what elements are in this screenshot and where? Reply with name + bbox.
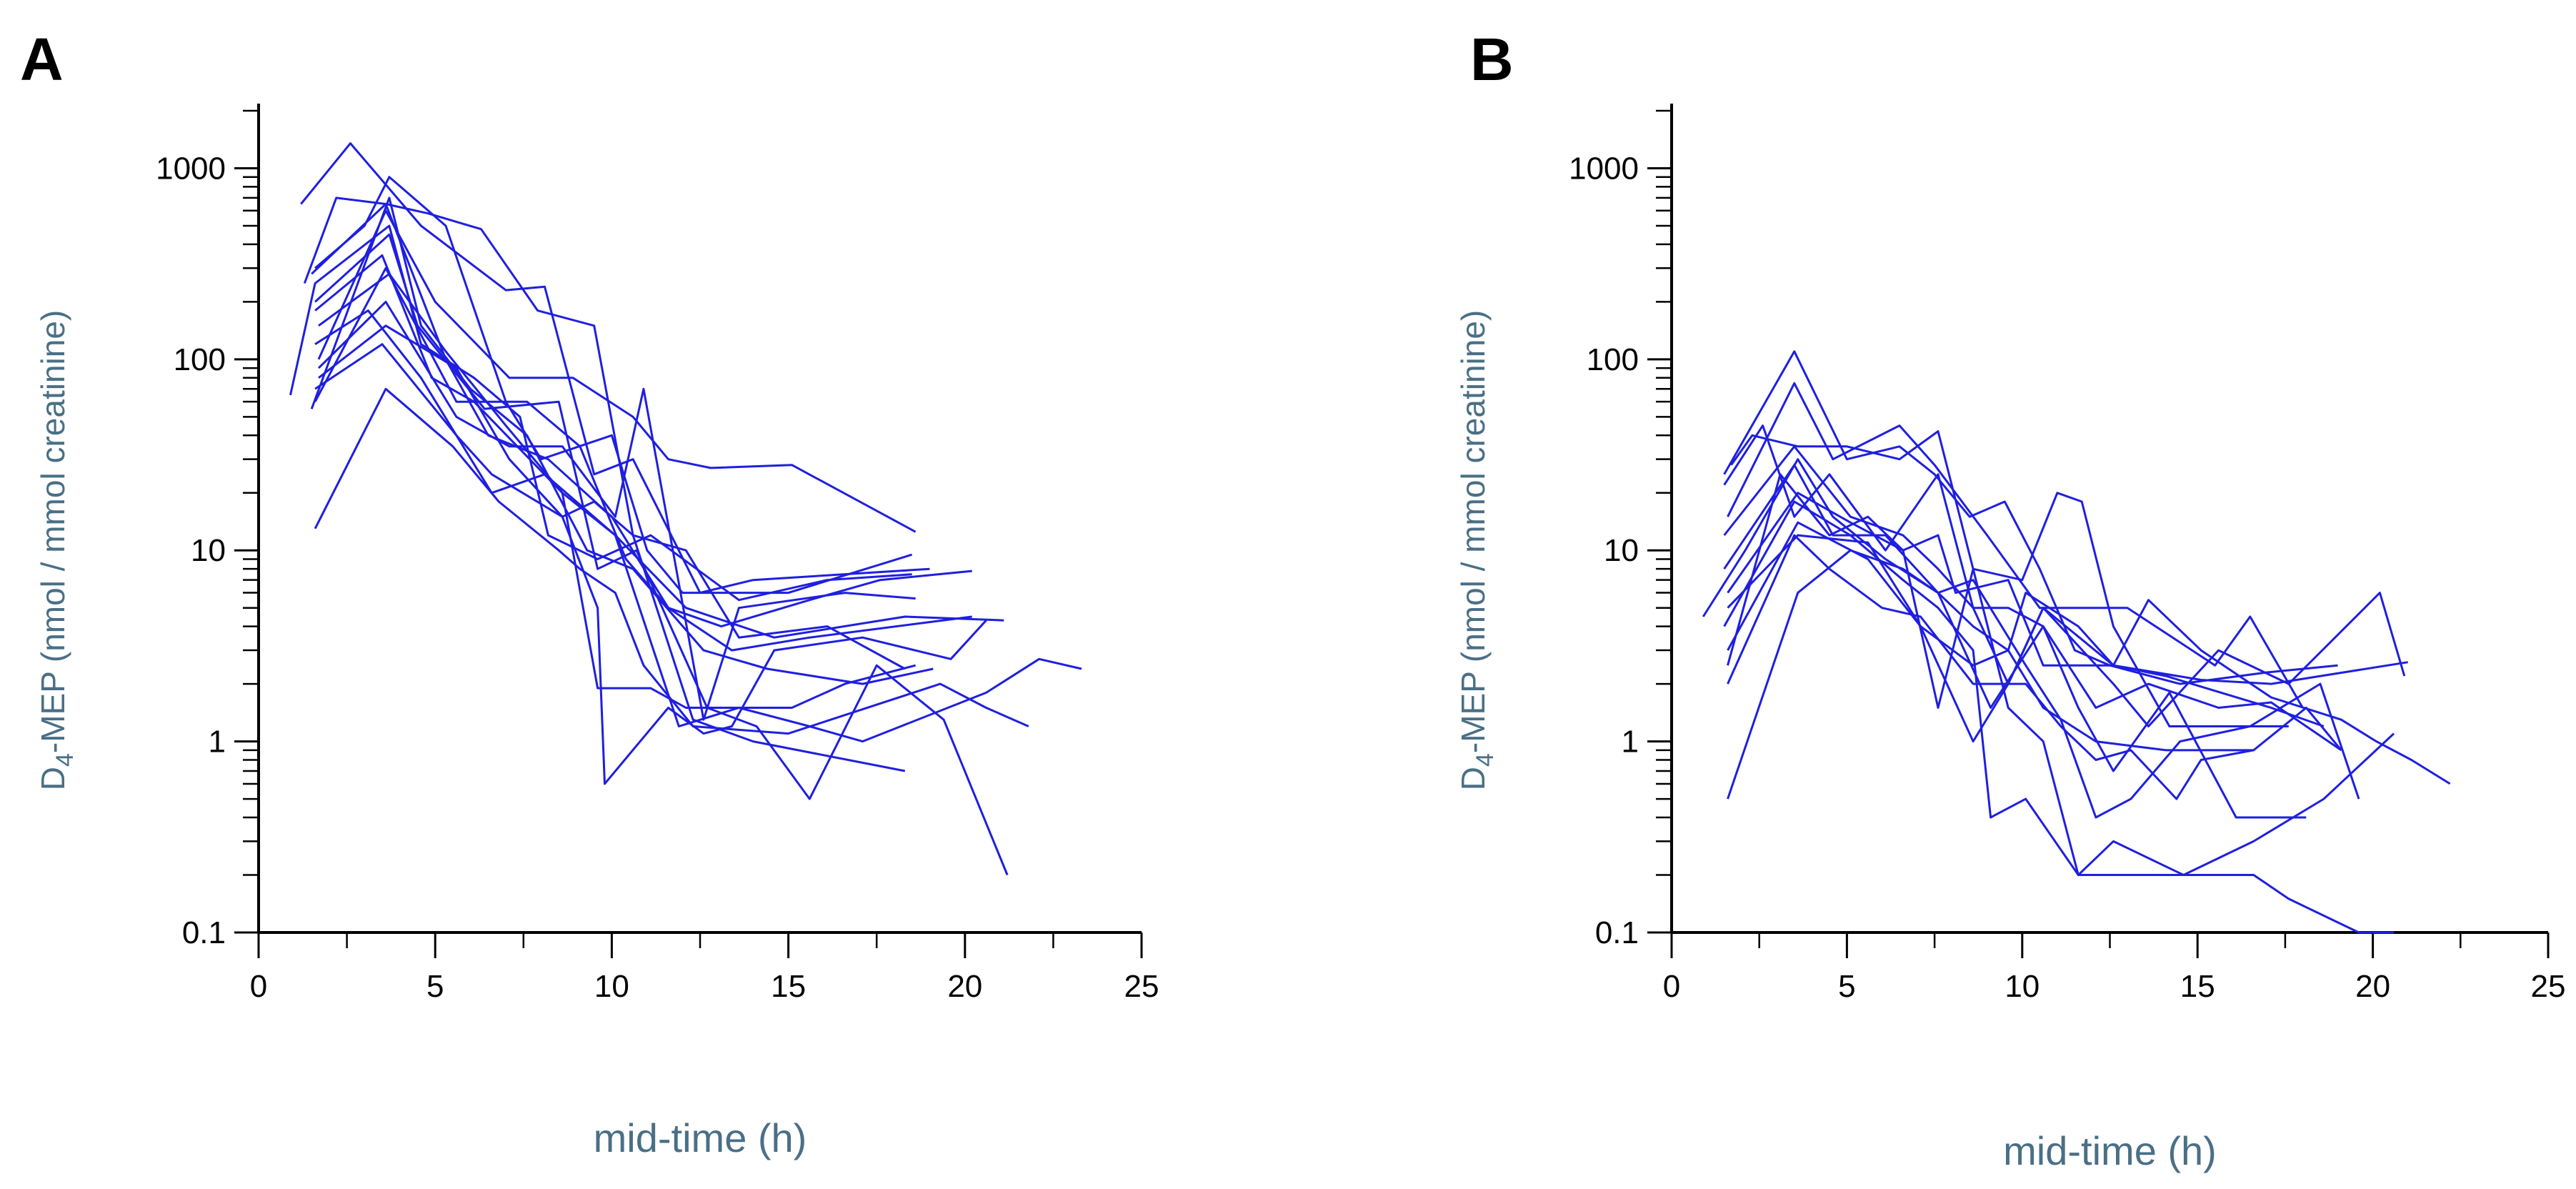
series-line-a15 [317, 209, 917, 533]
series-line-a7 [318, 272, 916, 709]
x-tick-label: 25 [1124, 969, 1159, 1004]
y-tick-label: 1 [1622, 725, 1639, 760]
series-line-a8 [314, 309, 1082, 743]
series-line-b6 [1727, 534, 2254, 800]
y-tick-label: 100 [1587, 342, 1639, 377]
series-line-b7 [1727, 549, 2307, 819]
y-axis-title-prefix: D [34, 767, 71, 790]
series-line-b11 [1723, 500, 2395, 876]
x-tick-label: 20 [947, 969, 982, 1004]
series-line-b13 [1702, 458, 2451, 785]
y-tick-label: 0.1 [1595, 915, 1639, 950]
y-axis-title-prefix: D [1454, 767, 1492, 790]
panel-b: B 0 5 10 15 20 25 0.1 1 10 100 1000 mid-time (h) D4-M… [1454, 26, 2565, 1173]
series-line-a4 [311, 203, 972, 652]
x-tick-label: 15 [771, 969, 806, 1004]
series-line-a13 [314, 387, 1029, 735]
series-line-b10 [1723, 464, 2360, 819]
x-tick-label: 15 [2180, 969, 2215, 1004]
x-tick-label: 5 [1838, 969, 1855, 1004]
panel-label: A [20, 26, 64, 93]
y-tick-label: 1 [209, 725, 226, 760]
series-line-a14 [289, 224, 912, 602]
series-line-a11 [310, 196, 934, 685]
y-tick-label: 0.1 [182, 915, 226, 950]
y-tick-label: 10 [1604, 533, 1639, 568]
y-tick-label: 1000 [156, 151, 226, 186]
series-line-b9 [1723, 445, 2342, 752]
panel-label: B [1470, 26, 1514, 93]
x-tick-label: 0 [1663, 969, 1680, 1004]
series-line-b14 [1727, 492, 2408, 685]
y-axis-title-subscript: 4 [51, 753, 79, 767]
panel-a: A 0 5 10 15 20 25 0.1 1 10 100 1000 mid-time (h) D4-M… [20, 26, 1159, 1160]
y-tick-label: 10 [191, 533, 226, 568]
series-line-b8 [1727, 473, 2394, 934]
x-tick-label: 10 [2005, 969, 2040, 1004]
y-tick-label: 1000 [1569, 151, 1639, 186]
y-axis-title: D4-MEP (nmol / mmol creatinine) [34, 310, 79, 790]
x-tick-label: 5 [426, 969, 444, 1004]
series-line-a9 [317, 300, 916, 721]
x-tick-label: 20 [2355, 969, 2390, 1004]
series-line-a3 [314, 176, 913, 594]
x-axis-title: mid-time (h) [2003, 1128, 2217, 1173]
y-axis-title-subscript: 4 [1472, 753, 1499, 767]
series-line-a5 [314, 233, 1009, 876]
y-axis-title: D4-MEP (nmol / mmol creatinine) [1454, 310, 1499, 790]
series-line-a12 [314, 267, 972, 628]
x-tick-label: 0 [250, 969, 267, 1004]
series-line-a10 [314, 343, 906, 670]
series-group [289, 142, 1082, 876]
y-axis-title-suffix: -MEP (nmol / mmol creatinine) [34, 310, 71, 753]
x-axis-title: mid-time (h) [594, 1115, 807, 1160]
series-line-a16 [318, 324, 987, 785]
y-tick-label: 100 [174, 342, 226, 377]
series-line-b12 [1727, 521, 2342, 752]
x-tick-label: 25 [2531, 969, 2566, 1004]
series-line-b5 [1727, 534, 2406, 743]
series-line-a6 [314, 254, 1004, 639]
series-group [1702, 350, 2451, 934]
series-line-b1 [1723, 350, 2338, 685]
y-axis-title-suffix: -MEP (nmol / mmol creatinine) [1454, 310, 1492, 753]
x-tick-label: 10 [594, 969, 629, 1004]
